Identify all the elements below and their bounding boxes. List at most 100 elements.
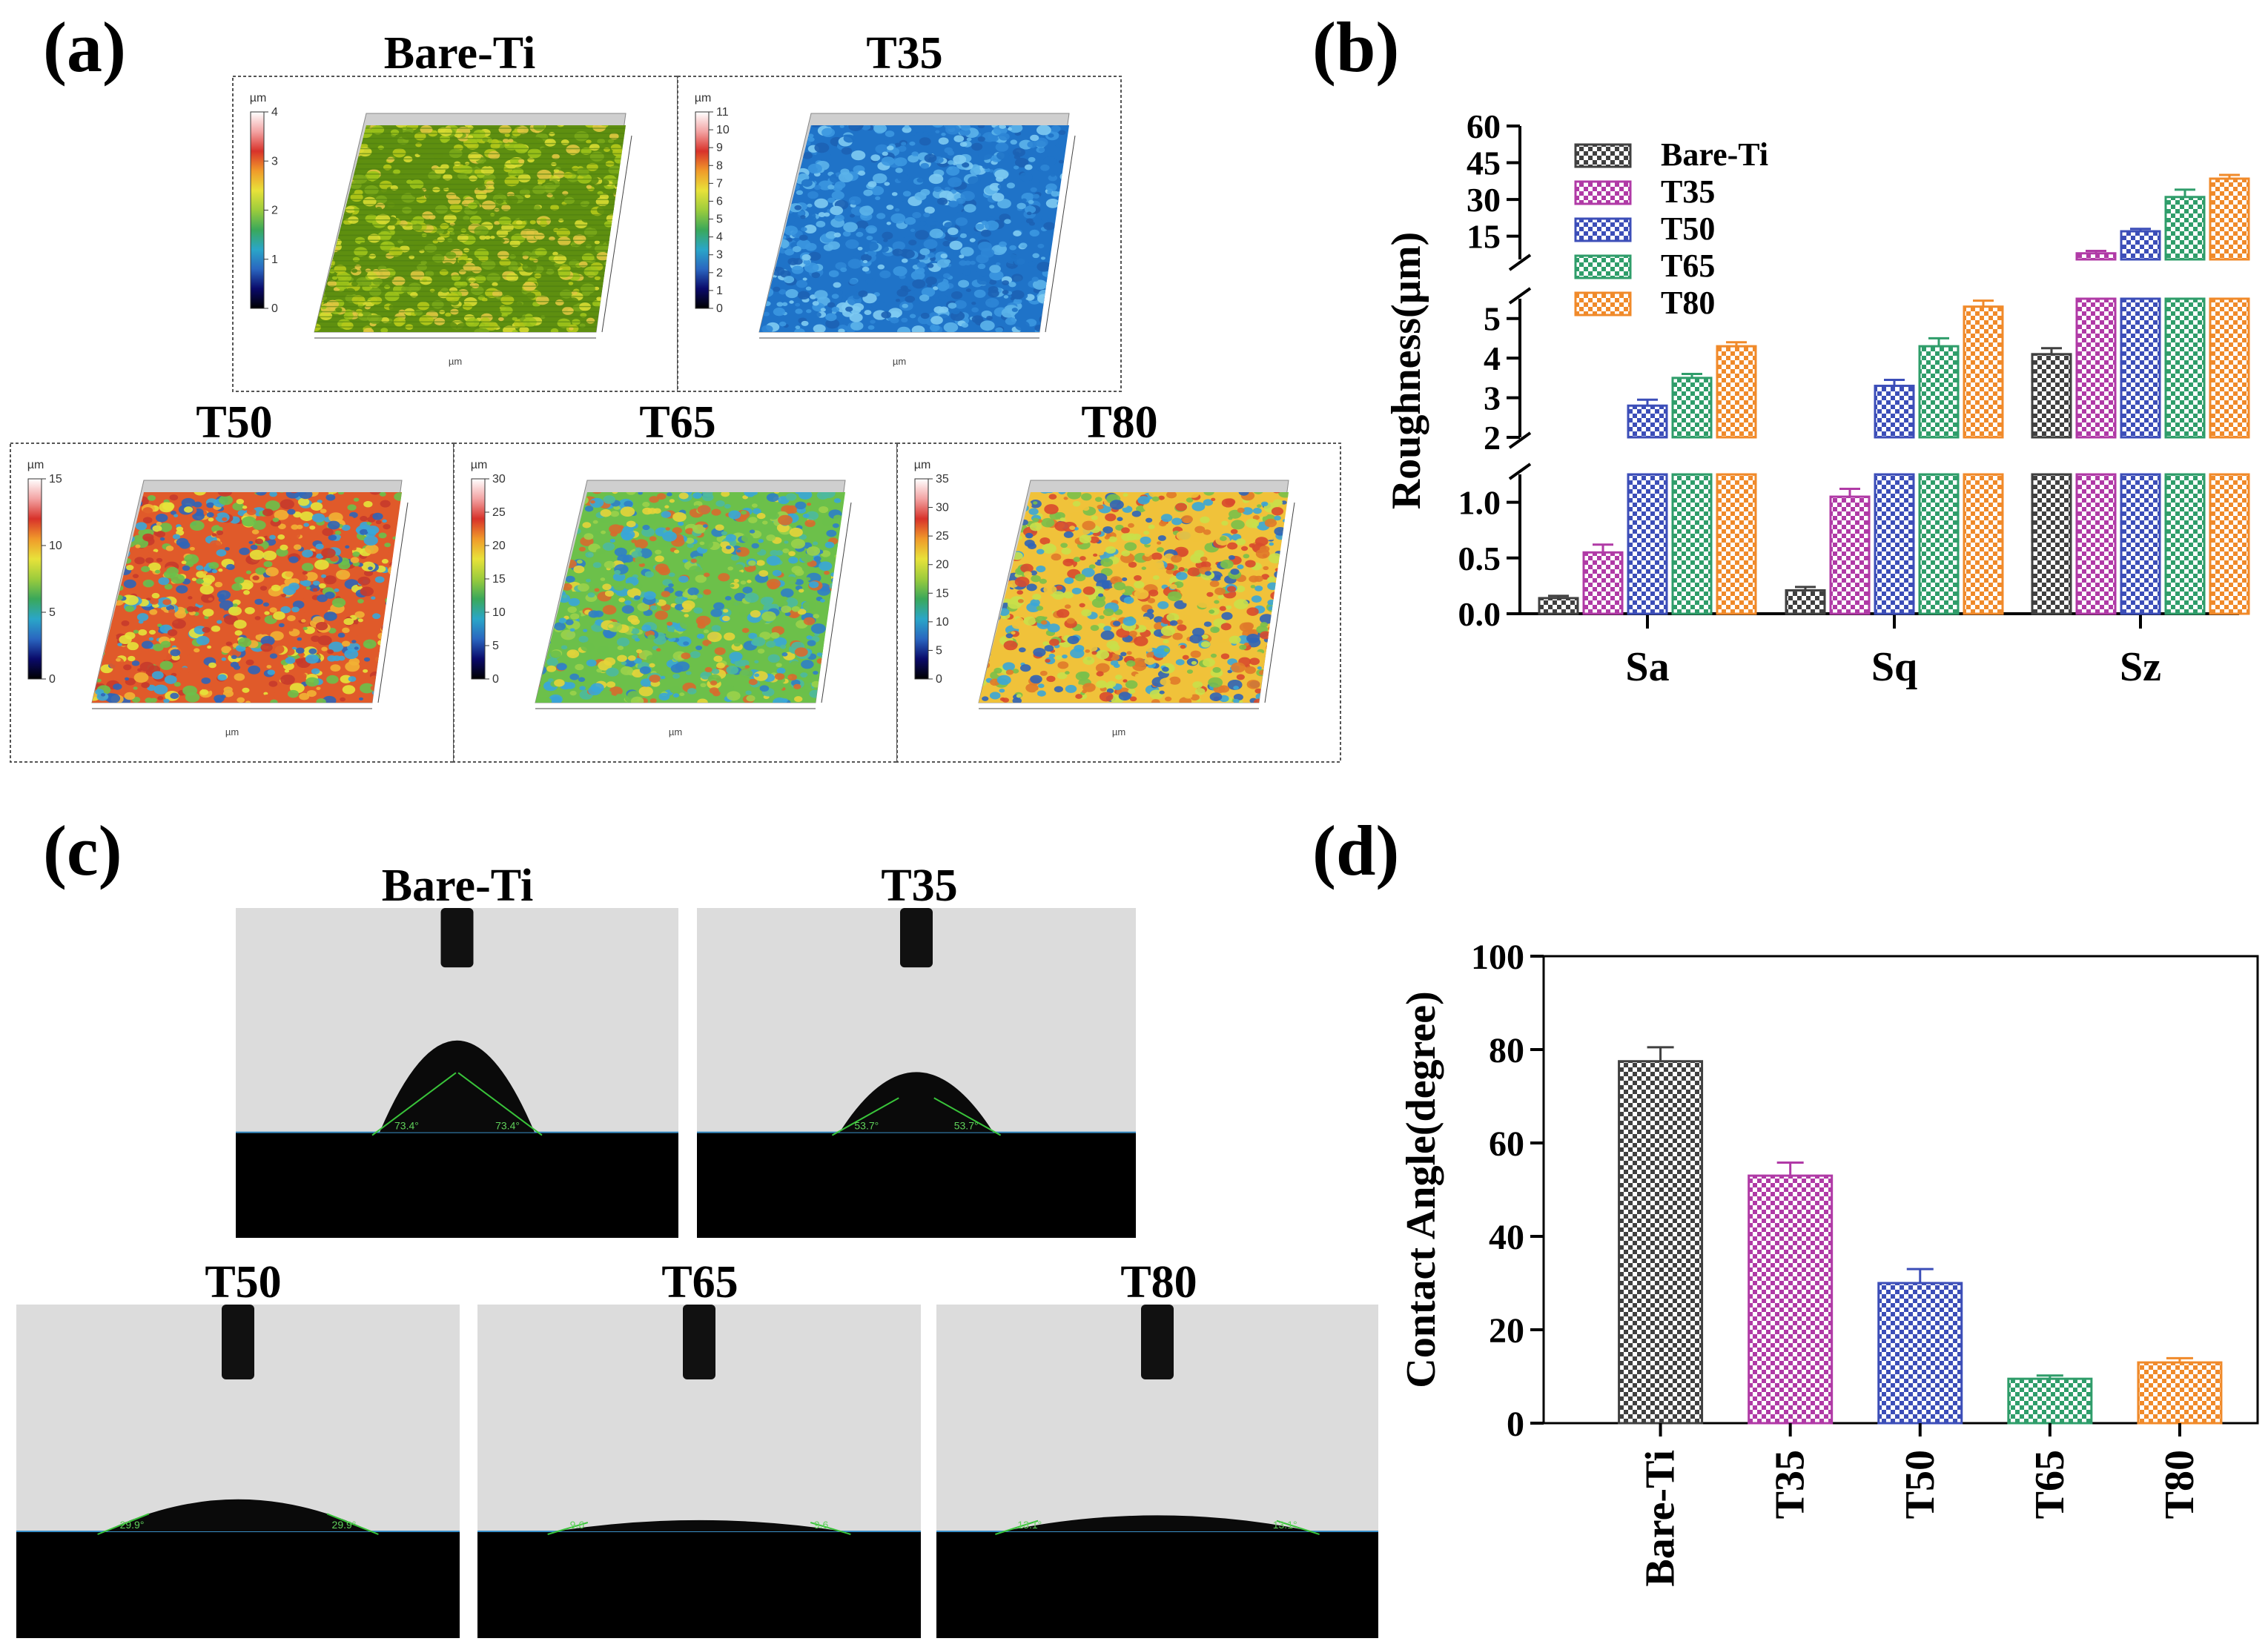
x-tick-label: Bare-Ti — [1638, 1450, 1684, 1587]
syringe-needle — [1141, 1305, 1174, 1379]
bar-T35 — [1748, 1174, 1834, 1425]
panel-a-letter: (a) — [43, 7, 126, 87]
contact-image-3: 29.9° 29.9° — [16, 1305, 460, 1638]
colorbar-label: 15 — [492, 573, 506, 586]
y-tick-label: 0 — [1507, 1405, 1524, 1444]
y-axis — [821, 502, 852, 703]
tangent-left — [995, 1520, 1039, 1535]
surface-map-title: Bare-Ti — [384, 28, 535, 79]
bar-T80-Sz — [2209, 177, 2250, 261]
tangent-left — [547, 1522, 589, 1535]
y-tick-label: 20 — [1489, 1311, 1524, 1351]
y-tick-label: 0.0 — [1458, 595, 1501, 633]
colorbar-unit: µm — [250, 92, 267, 105]
colorbar-unit: µm — [695, 92, 712, 105]
bar-T50-Sz — [2120, 230, 2161, 261]
contact-image-title: T35 — [881, 861, 957, 911]
angle-label-right: 53.7° — [954, 1120, 979, 1132]
syringe-needle — [900, 908, 933, 968]
y-tick-label: 15 — [1467, 218, 1501, 256]
tangent-right — [326, 1513, 379, 1535]
bar-T65 — [2007, 1377, 2093, 1425]
axis-break-mark — [1508, 431, 1532, 449]
substrate — [236, 1132, 678, 1238]
surface-map-4: µm 30 25 20 15 10 5 0 µm — [453, 443, 898, 763]
bar-T50-Sq — [1874, 473, 1915, 615]
syringe-needle — [683, 1305, 715, 1379]
colorbar-label: 5 — [716, 213, 723, 226]
colorbar-label: 25 — [936, 530, 949, 543]
x-tick-label: T50 — [1897, 1450, 1943, 1519]
angle-label-right: 9.6 — [814, 1519, 829, 1531]
y-axis — [377, 502, 409, 703]
colorbar-label: 4 — [716, 231, 723, 244]
colorbar-label: 1 — [716, 285, 723, 297]
colorbar-unit: µm — [914, 459, 931, 471]
substrate — [16, 1531, 460, 1638]
legend-label: T65 — [1661, 248, 1715, 284]
contact-image-5: 13.1° 13.1° — [936, 1305, 1378, 1638]
y-axis — [601, 135, 632, 333]
bar-T65-Sq — [1918, 345, 1960, 439]
angle-label-right: 13.1° — [1273, 1519, 1297, 1531]
contact-image-title: T65 — [661, 1257, 738, 1308]
colorbar — [471, 478, 486, 680]
y-tick-label: 0.5 — [1458, 540, 1501, 577]
surface-map-title: T80 — [1081, 397, 1157, 448]
droplet — [1002, 1515, 1312, 1531]
surface-map-1: µm 4 3 2 1 0 µm — [232, 76, 678, 392]
x-tick-label: T65 — [2027, 1450, 2073, 1519]
colorbar-label: 0 — [936, 673, 942, 686]
droplet — [105, 1499, 371, 1531]
y-axis — [1045, 135, 1076, 333]
legend-label: T50 — [1661, 211, 1715, 247]
legend-swatch-Bare-Ti — [1574, 143, 1632, 168]
colorbar-label: 0 — [716, 302, 723, 315]
droplet — [555, 1520, 844, 1531]
bar-T50-Sa — [1627, 473, 1668, 615]
substrate — [936, 1531, 1378, 1638]
surface-map-title: T50 — [196, 397, 272, 448]
colorbar-label: 5 — [49, 606, 56, 619]
legend-label: T80 — [1661, 285, 1715, 321]
colorbar-label: 5 — [492, 640, 499, 652]
droplet — [380, 1040, 535, 1133]
bar-T80-Sz — [2209, 473, 2250, 615]
surface-map-title: T65 — [639, 397, 715, 448]
x-tick-label: T80 — [2157, 1450, 2203, 1519]
bar-T35-Sz — [2075, 297, 2117, 439]
colorbar-label: 10 — [49, 540, 62, 552]
surface-map-title: T35 — [866, 28, 942, 79]
y-tick-label: 30 — [1467, 181, 1501, 219]
colorbar-unit: µm — [27, 459, 44, 471]
colorbar-label: 10 — [492, 606, 506, 619]
legend-swatch-T50 — [1574, 217, 1632, 242]
angle-label-left: 13.1° — [1017, 1519, 1042, 1531]
bar-T50-Sa — [1627, 404, 1668, 439]
syringe-needle — [440, 908, 474, 968]
substrate — [697, 1132, 1136, 1238]
legend-swatch-T65 — [1574, 254, 1632, 279]
y-tick-label: 60 — [1467, 107, 1501, 145]
colorbar-label: 0 — [492, 673, 499, 686]
bar-T65-Sz — [2164, 297, 2206, 439]
colorbar — [695, 111, 710, 309]
bar-Bare-Ti-Sa — [1538, 597, 1579, 615]
colorbar — [27, 478, 42, 680]
bar-T65-Sa — [1671, 473, 1713, 615]
panel-d-contact-angle-chart: 0 20 40 60 80 100 Contact Angle(degree) Bare-Ti… — [1398, 938, 2259, 1587]
bar-T80-Sq — [1963, 305, 2004, 439]
y-tick-label: 2 — [1484, 419, 1501, 457]
bar-Bare-Ti-Sq — [1785, 589, 1826, 615]
x-tick-label: Sq — [1871, 644, 1917, 690]
bar-T35-Sz — [2075, 473, 2117, 615]
y-tick-label: 1.0 — [1458, 484, 1501, 522]
x-tick-label: Sa — [1625, 644, 1669, 690]
y-tick-label: 4 — [1484, 339, 1501, 377]
bar-T50-Sq — [1874, 385, 1915, 439]
angle-label-right: 29.9° — [332, 1519, 357, 1531]
axis-unit-label: µm — [225, 726, 239, 738]
